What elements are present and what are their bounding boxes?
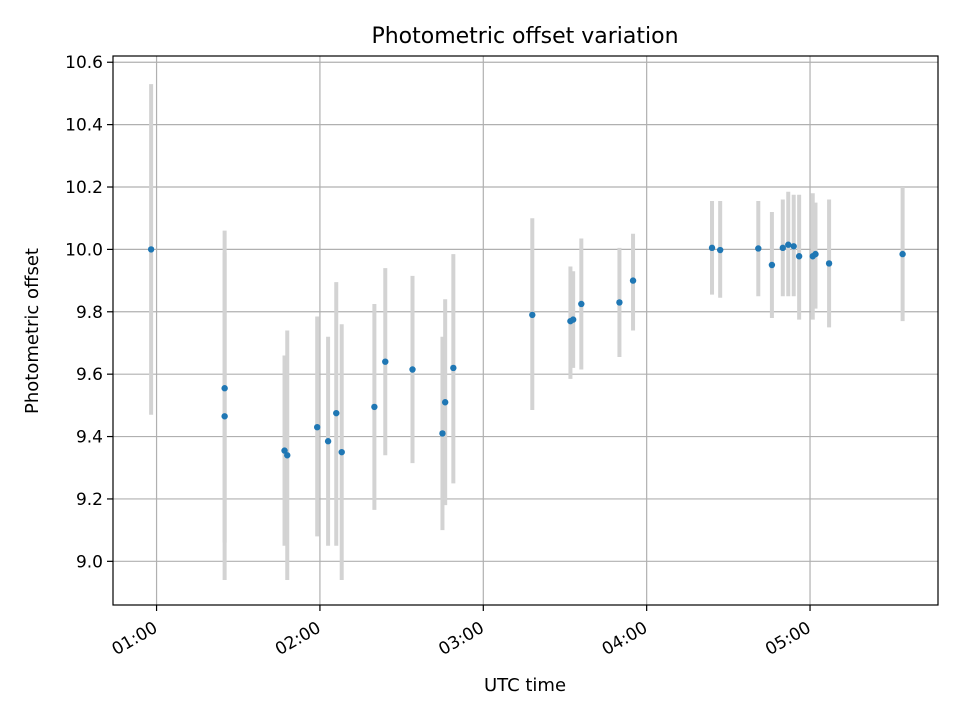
data-point: [324, 438, 332, 445]
data-point: [221, 385, 228, 392]
data-point: [790, 243, 797, 250]
y-tick-label: 9.4: [76, 428, 103, 448]
data-point: [616, 299, 623, 306]
data-point: [284, 452, 291, 459]
data-point: [755, 245, 762, 252]
y-tick-label: 10.0: [65, 240, 103, 260]
data-point: [785, 241, 792, 248]
x-axis-label: UTC time: [484, 675, 566, 696]
data-point: [569, 316, 577, 323]
data-point: [629, 277, 637, 284]
data-point: [716, 246, 724, 254]
data-point: [899, 250, 906, 258]
y-tick-label: 9.2: [76, 490, 103, 510]
data-point: [147, 246, 155, 253]
x-tick-label: 01:00: [109, 618, 161, 660]
data-point: [578, 300, 585, 308]
data-point: [768, 261, 776, 269]
y-tick-label: 10.2: [65, 178, 103, 198]
plot-frame: [112, 55, 939, 606]
data-point: [338, 448, 345, 456]
x-tick-label: 02:00: [272, 618, 324, 660]
data-point: [439, 430, 446, 437]
data-point: [441, 399, 449, 406]
y-tick-label: 9.6: [76, 365, 103, 385]
x-axis-ticks: 01:00 02:00 03:00 04:00 05:00: [109, 605, 815, 660]
y-tick-label: 10.4: [65, 116, 103, 136]
x-tick-label: 03:00: [435, 618, 487, 660]
data-point: [382, 358, 389, 365]
data-point: [371, 403, 378, 411]
data-point: [529, 311, 536, 319]
x-tick-label: 05:00: [762, 618, 814, 660]
data-point: [708, 244, 716, 252]
grid: [113, 56, 938, 605]
y-tick-label: 10.6: [65, 53, 103, 73]
data-point: [221, 413, 228, 420]
data-point: [779, 244, 787, 252]
y-axis-label: Photometric offset: [22, 248, 43, 414]
data-points: [147, 241, 906, 459]
data-point: [281, 447, 288, 454]
y-tick-label: 9.0: [76, 552, 103, 572]
data-point: [333, 409, 340, 417]
data-point: [795, 253, 803, 260]
x-tick-label: 04:00: [599, 618, 651, 660]
y-tick-label: 9.8: [76, 303, 103, 323]
data-point: [812, 250, 819, 258]
y-axis-ticks: 9.0 9.2 9.4 9.6 9.8 10.0 10.2 10.4 10.6: [65, 53, 113, 572]
chart-title: Photometric offset variation: [371, 24, 678, 49]
data-point: [825, 260, 833, 267]
data-point: [314, 423, 321, 431]
data-point: [450, 364, 457, 372]
error-bars: [149, 84, 905, 581]
data-point: [409, 366, 416, 373]
